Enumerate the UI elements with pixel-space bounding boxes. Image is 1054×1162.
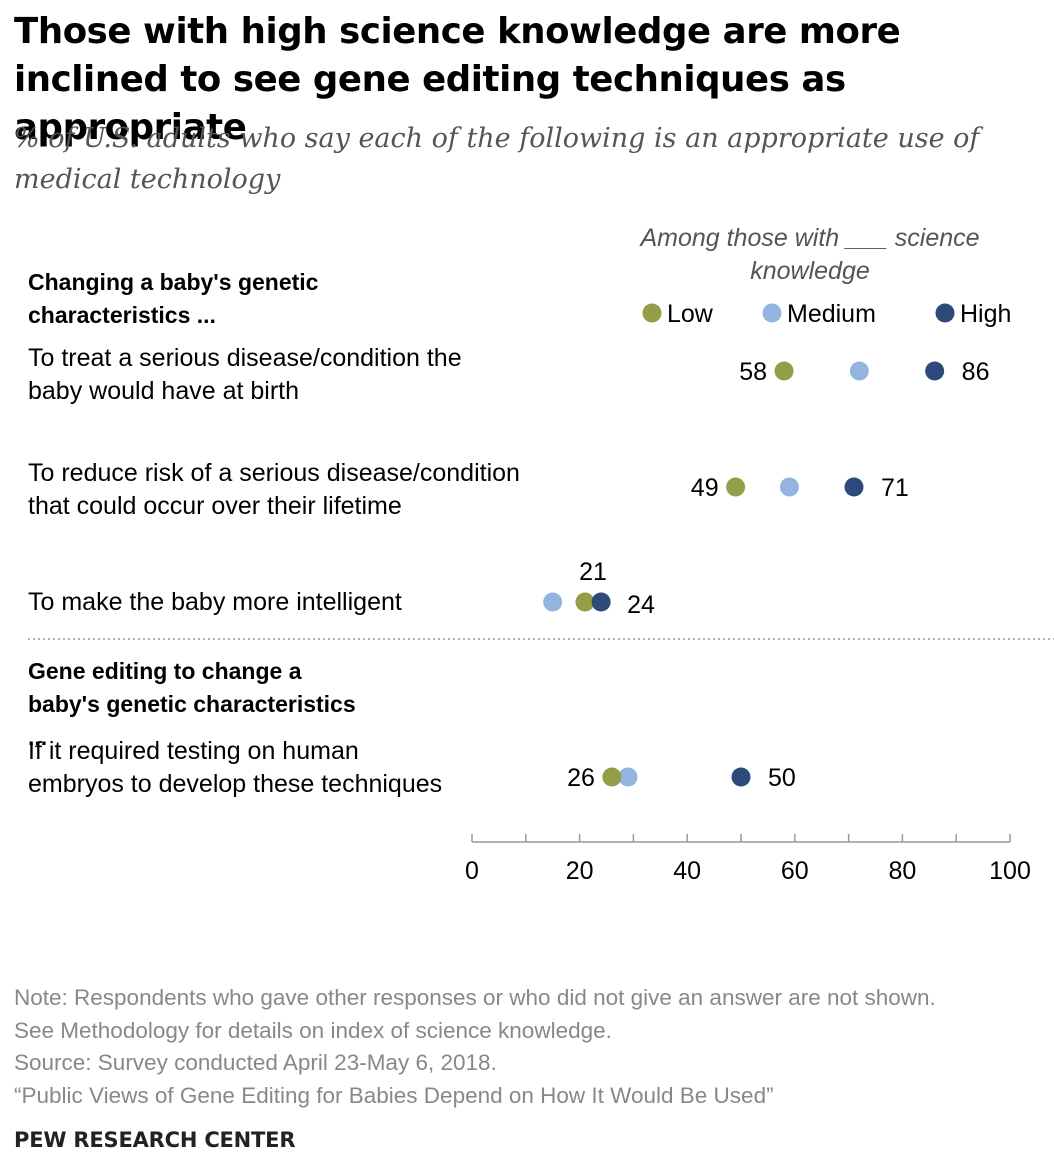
value-label-low: 21 [579,558,607,586]
x-tick-label: 40 [673,857,701,885]
dot-high [591,592,611,612]
dot-medium [779,477,799,497]
note-line: Note: Respondents who gave other respons… [14,985,936,1010]
dot-medium [618,767,638,787]
group-heading: characteristics ... [28,302,216,328]
x-tick-label: 100 [989,857,1031,885]
value-label-high: 24 [627,591,655,619]
legend-title: Among those with ___ science [638,224,979,252]
value-label-high: 71 [881,474,909,502]
dot-high [731,767,751,787]
x-tick-label: 60 [781,857,809,885]
dot-low [726,477,746,497]
legend-marker-high [935,303,955,323]
x-tick-label: 0 [465,857,479,885]
dot-medium [543,592,563,612]
value-label-high: 50 [768,764,796,792]
chart-subtitle: % of U.S. adults who say each of the fol… [14,123,980,195]
dot-high [844,477,864,497]
value-label-high: 86 [962,358,990,386]
row-label: that could occur over their lifetime [28,492,402,520]
legend-label-high: High [960,300,1011,328]
value-label-low: 58 [739,358,767,386]
x-tick-label: 80 [888,857,916,885]
legend-label-low: Low [667,300,714,328]
dot-low [602,767,622,787]
brand-logo-text: PEW RESEARCH CENTER [14,1128,296,1152]
legend-title: knowledge [750,257,870,285]
value-label-low: 26 [567,764,595,792]
dot-high [925,361,945,381]
group-heading: baby's genetic characteristics [28,691,356,717]
dot-low [575,592,595,612]
group-heading: Gene editing to change a [28,658,302,684]
legend-marker-low [642,303,662,323]
value-label-low: 49 [691,474,719,502]
row-label: To treat a serious disease/condition the [28,344,462,372]
report-title-line: “Public Views of Gene Editing for Babies… [14,1082,774,1108]
dot-plot-chart: Among those with ___ science knowledge Low… [28,224,1054,885]
x-tick-label: 20 [566,857,594,885]
dot-medium [849,361,869,381]
row-label: embryos to develop these techniques [28,770,442,798]
legend-marker-medium [762,303,782,323]
note-line: See Methodology for details on index of … [14,1017,612,1043]
row-label: If it required testing on human [28,737,359,765]
notes: Note: Respondents who gave other respons… [14,982,936,1112]
dot-low [774,361,794,381]
row-label: baby would have at birth [28,377,299,405]
legend-label-medium: Medium [787,300,876,328]
source-line: Source: Survey conducted April 23-May 6,… [14,1050,497,1075]
group-heading: Changing a baby's genetic [28,269,319,295]
chart-title: Those with high science knowledge are mo… [14,11,901,148]
row-label: To make the baby more intelligent [28,588,402,616]
row-label: To reduce risk of a serious disease/cond… [28,459,520,487]
group-heading: ... [28,724,47,750]
